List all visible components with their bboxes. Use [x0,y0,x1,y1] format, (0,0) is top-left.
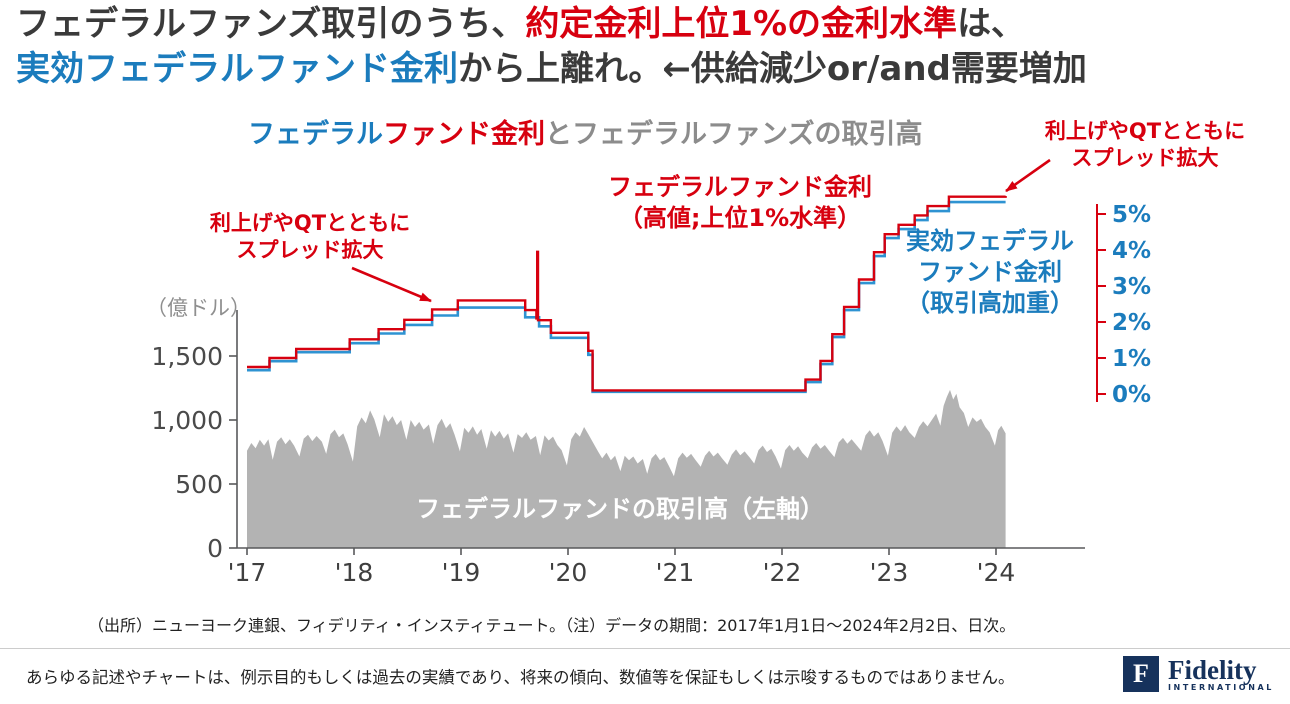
right-tick-label: 1% [1112,346,1151,372]
fidelity-logo-icon: F [1122,656,1159,692]
logo-subtext: INTERNATIONAL [1167,682,1274,692]
right-tick-label: 5% [1112,202,1151,228]
axes: '17 '18 '19 '20 '21 '22 '23 '24 0 500 1,000 1,500 0%… [151,202,1151,587]
x-tick-label: '18 [335,558,374,587]
annotation-text: フェデラルファンド金利 [608,173,872,201]
headline-line1: フェデラルファンズ取引のうち、約定金利上位1%の金利水準は、 [16,2,1087,47]
right-tick-label: 3% [1112,274,1151,300]
x-tick-label: '20 [549,558,588,587]
text-segment: 実効フェデラルファンド金利 [16,49,458,89]
text-segment: フェデラル [248,119,383,150]
text-segment: とフェデラルファンズの取引高 [545,119,923,150]
text-segment: ファンド金利 [383,119,545,150]
text-segment: は、 [957,4,1026,44]
annotation-text: （取引高加重） [906,289,1074,317]
right-tick-label: 0% [1112,382,1151,408]
annotation-text: スプレッド拡大 [1071,146,1219,170]
annotation-text: 実効フェデラル [906,227,1074,255]
footer-divider [0,648,1290,649]
annotation-arrows [351,158,1051,303]
logo-wordmark: Fidelity [1167,654,1257,685]
x-tick-label: '23 [870,558,909,587]
volume-series-label: フェデラルファンドの取引高（左軸） [416,495,824,523]
fidelity-logo-text: Fidelity INTERNATIONAL [1167,654,1274,692]
volume-area-series [247,389,1006,548]
x-tick-label: '19 [442,558,481,587]
disclaimer-text: あらゆる記述やチャートは、例示目的もしくは過去の実績であり、将来の傾向、数値等を… [26,668,1015,687]
left-tick-label: 1,500 [151,342,223,371]
left-tick-label: 0 [207,534,223,563]
fidelity-logo: F Fidelity INTERNATIONAL [1122,654,1274,692]
x-tick-label: '21 [656,558,695,587]
text-segment: フェデラルファンズ取引のうち、 [16,4,526,44]
text-segment: から上離れ。←供給減少or/and需要増加 [458,49,1087,89]
annotation-spread-left: 利上げやQTとともに スプレッド拡大 [190,210,430,264]
logo-letter: F [1133,659,1149,688]
rate-lines [247,195,1007,394]
annotation-spread-right: 利上げやQTとともに スプレッド拡大 [1032,118,1258,172]
left-tick-label: 500 [175,470,223,499]
left-tick-label: 1,000 [151,406,223,435]
annotation-text: ファンド金利 [918,258,1062,286]
annotation-rate-high: フェデラルファンド金利 （高値;上位1%水準） [575,172,905,234]
annotation-text: 利上げやQTとともに [209,211,411,235]
x-tick-label: '24 [977,558,1016,587]
annotation-text: 利上げやQTとともに [1044,119,1246,143]
left-axis-unit-label: （億ドル） [146,296,251,320]
annotation-rate-effective: 実効フェデラル ファンド金利 （取引高加重） [882,226,1098,319]
headline: フェデラルファンズ取引のうち、約定金利上位1%の金利水準は、 実効フェデラルファ… [16,2,1087,92]
high-rate-line [247,195,1007,392]
source-note: （出所）ニューヨーク連銀、フィデリティ・インスティテュート。（注）データの期間：… [88,616,1016,635]
annotation-text: （高値;上位1%水準） [618,204,862,232]
annotation-text: スプレッド拡大 [236,238,384,262]
headline-line2: 実効フェデラルファンド金利から上離れ。←供給減少or/and需要増加 [16,47,1087,92]
x-tick-label: '22 [763,558,802,587]
right-tick-label: 2% [1112,310,1151,336]
text-segment: 約定金利上位1%の金利水準 [525,4,958,44]
chart-title: フェデラルファンド金利とフェデラルファンズの取引高 [248,112,922,151]
x-tick-label: '17 [228,558,267,587]
right-tick-label: 4% [1112,238,1151,264]
